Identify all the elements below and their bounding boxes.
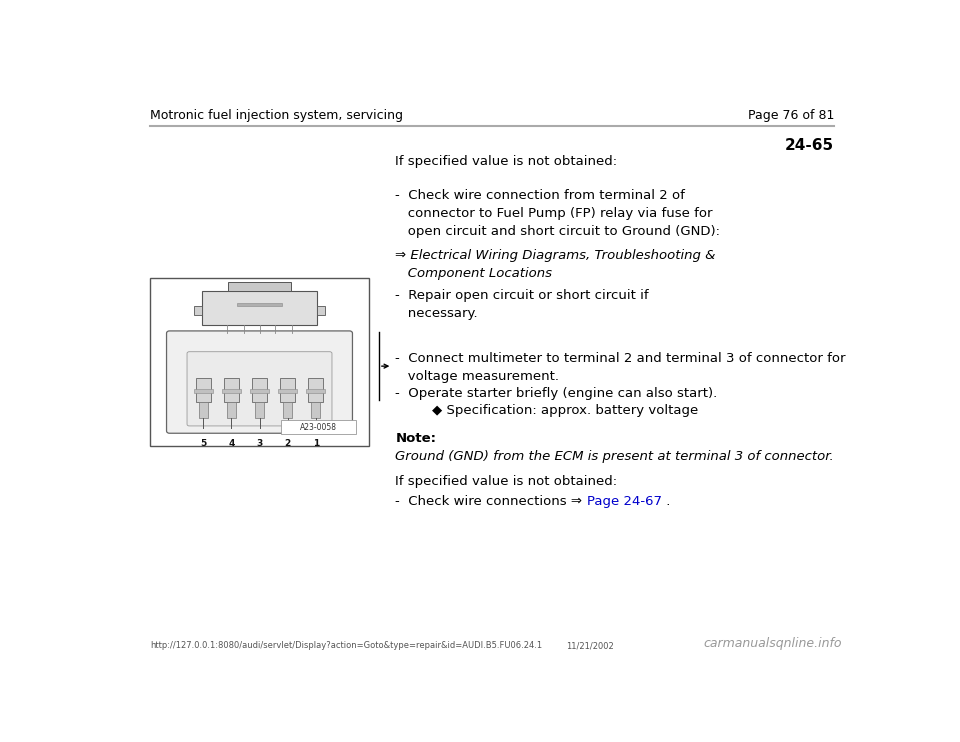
- Text: ◆ Specification: approx. battery voltage: ◆ Specification: approx. battery voltage: [432, 404, 699, 418]
- Text: 11/21/2002: 11/21/2002: [566, 641, 614, 650]
- Text: -  Connect multimeter to terminal 2 and terminal 3 of connector for
   voltage m: - Connect multimeter to terminal 2 and t…: [396, 352, 846, 383]
- Text: .: .: [661, 495, 670, 508]
- Bar: [227, 401, 236, 418]
- Text: -  Operate starter briefly (engine can also start).: - Operate starter briefly (engine can al…: [396, 387, 717, 400]
- Bar: [280, 378, 295, 401]
- Text: carmanualsqnline.info: carmanualsqnline.info: [703, 637, 842, 650]
- Bar: [228, 282, 291, 291]
- FancyBboxPatch shape: [166, 331, 352, 433]
- FancyArrowPatch shape: [382, 364, 388, 368]
- Bar: [250, 389, 269, 393]
- Bar: [196, 378, 210, 401]
- FancyBboxPatch shape: [187, 352, 332, 426]
- Text: -  Repair open circuit or short circuit if
   necessary.: - Repair open circuit or short circuit i…: [396, 289, 649, 320]
- Text: 24-65: 24-65: [785, 137, 834, 153]
- Bar: [254, 401, 264, 418]
- Text: -  Check wire connection from terminal 2 of
   connector to Fuel Pump (FP) relay: - Check wire connection from terminal 2 …: [396, 189, 720, 238]
- Bar: [150, 278, 370, 446]
- Bar: [194, 306, 203, 315]
- Bar: [283, 401, 293, 418]
- Bar: [237, 303, 282, 306]
- Bar: [278, 389, 297, 393]
- Text: Motronic fuel injection system, servicing: Motronic fuel injection system, servicin…: [150, 109, 403, 122]
- Text: http://127.0.0.1:8080/audi/servlet/Display?action=Goto&type=repair&id=AUDI.B5.FU: http://127.0.0.1:8080/audi/servlet/Displ…: [150, 641, 541, 650]
- Bar: [281, 420, 356, 434]
- Text: A23-0058: A23-0058: [300, 423, 337, 432]
- Text: ⇒ Electrical Wiring Diagrams, Troubleshooting &
   Component Locations: ⇒ Electrical Wiring Diagrams, Troublesho…: [396, 249, 716, 280]
- Text: 5: 5: [201, 439, 206, 447]
- Text: If specified value is not obtained:: If specified value is not obtained:: [396, 475, 617, 487]
- Bar: [194, 389, 213, 393]
- Text: Note:: Note:: [396, 432, 436, 445]
- Bar: [224, 378, 239, 401]
- Bar: [317, 306, 325, 315]
- Text: 2: 2: [284, 439, 291, 447]
- Bar: [308, 378, 323, 401]
- Text: Ground (GND) from the ECM is present at terminal 3 of connector.: Ground (GND) from the ECM is present at …: [396, 450, 834, 463]
- Bar: [252, 378, 267, 401]
- Bar: [311, 401, 321, 418]
- Text: 3: 3: [256, 439, 263, 447]
- Text: If specified value is not obtained:: If specified value is not obtained:: [396, 155, 617, 168]
- Text: 4: 4: [228, 439, 234, 447]
- Text: 1: 1: [313, 439, 319, 447]
- Bar: [306, 389, 325, 393]
- Text: Page 76 of 81: Page 76 of 81: [748, 109, 834, 122]
- Text: Page 24-67: Page 24-67: [587, 495, 661, 508]
- Text: -  Check wire connections ⇒: - Check wire connections ⇒: [396, 495, 587, 508]
- Bar: [222, 389, 241, 393]
- Bar: [203, 291, 317, 325]
- Bar: [199, 401, 208, 418]
